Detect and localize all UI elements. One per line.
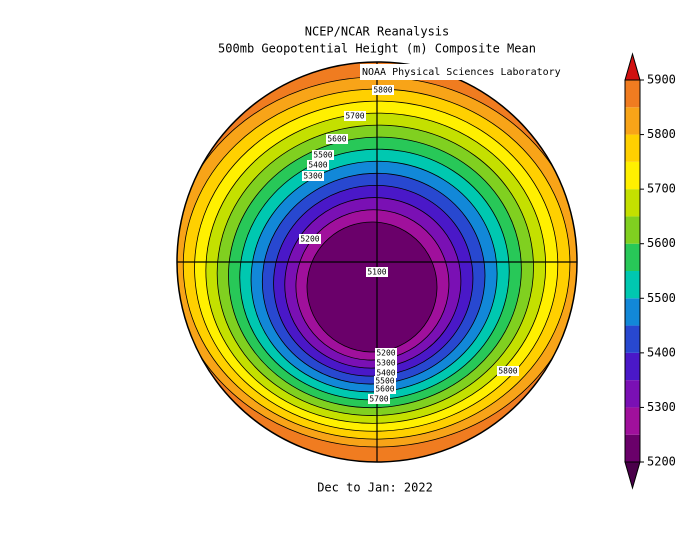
colorbar-band bbox=[625, 271, 640, 299]
contour-label-box bbox=[374, 376, 396, 386]
colorbar-band bbox=[625, 107, 640, 135]
contour-label: 5200 bbox=[300, 235, 319, 244]
colorbar-tick-label: 5800 bbox=[647, 127, 676, 141]
contour-label-box bbox=[375, 358, 397, 368]
contour-label: 5700 bbox=[369, 395, 388, 404]
contour-label: 5700 bbox=[345, 112, 364, 121]
subtitle: 500mb Geopotential Height (m) Composite … bbox=[218, 42, 536, 56]
colorbar-band bbox=[625, 325, 640, 353]
contour-label: 5400 bbox=[308, 161, 327, 170]
colorbar-band bbox=[625, 434, 640, 462]
period: Dec to Jan: 2022 bbox=[317, 481, 433, 495]
colorbar-under bbox=[624, 461, 641, 490]
colorbar-tick-label: 5700 bbox=[647, 182, 676, 196]
contour-label-box bbox=[312, 150, 334, 160]
contour-label-box bbox=[372, 85, 394, 95]
colorbar-tick-label: 5300 bbox=[647, 400, 676, 414]
contour-label: 5300 bbox=[376, 359, 395, 368]
colorbar-band bbox=[625, 80, 640, 108]
contour-label: 5400 bbox=[376, 369, 395, 378]
colorbar-tick-label: 5900 bbox=[647, 73, 676, 87]
map bbox=[177, 62, 577, 462]
colorbar-band bbox=[625, 352, 640, 381]
contour-labels: 5800570056005500540053005200510052005300… bbox=[299, 85, 519, 404]
colorbar-band bbox=[625, 298, 640, 326]
contour-label-box bbox=[366, 267, 388, 277]
colorbar-band bbox=[625, 216, 640, 244]
contour-label: 5100 bbox=[367, 268, 386, 277]
title: NCEP/NCAR Reanalysis bbox=[305, 25, 450, 39]
colorbar-frame bbox=[624, 79, 641, 463]
colorbar-band bbox=[625, 243, 640, 271]
contour-label-box bbox=[375, 368, 397, 378]
colorbar-band bbox=[625, 380, 640, 408]
colorbar: 5200 5300 5400 5500 5600 5700 5800 5900 bbox=[624, 52, 676, 490]
colorbar-over bbox=[624, 52, 641, 81]
contour-label-box bbox=[302, 171, 324, 181]
contour-label: 5600 bbox=[327, 135, 346, 144]
credit: NOAA Physical Sciences Laboratory bbox=[362, 67, 561, 78]
colorbar-tick-label: 5500 bbox=[647, 291, 676, 305]
colorbar-tick-label: 5400 bbox=[647, 345, 676, 359]
contour-label: 5500 bbox=[313, 151, 332, 160]
colorbar-tick-label: 5200 bbox=[647, 455, 676, 469]
contour-label: 5300 bbox=[303, 172, 322, 181]
contour-label-box bbox=[497, 366, 519, 376]
contour-label: 5200 bbox=[376, 349, 395, 358]
contour-label-box bbox=[375, 348, 397, 358]
contour-label-box bbox=[299, 234, 321, 244]
contour-label: 5800 bbox=[373, 86, 392, 95]
contour-label: 5500 bbox=[375, 377, 394, 386]
colorbar-band bbox=[625, 161, 640, 190]
contour-label-box bbox=[326, 134, 348, 144]
contour-label-box bbox=[368, 394, 390, 404]
colorbar-tick-label: 5600 bbox=[647, 236, 676, 250]
contour-label: 5800 bbox=[498, 367, 517, 376]
contour-label-box bbox=[344, 111, 366, 121]
colorbar-band bbox=[625, 134, 640, 162]
credit-box bbox=[360, 64, 572, 80]
contour-label: 5600 bbox=[375, 385, 394, 394]
contour-label-box bbox=[374, 384, 396, 394]
colorbar-band bbox=[625, 407, 640, 435]
colorbar-band bbox=[625, 189, 640, 217]
contour-label-box bbox=[307, 160, 329, 170]
